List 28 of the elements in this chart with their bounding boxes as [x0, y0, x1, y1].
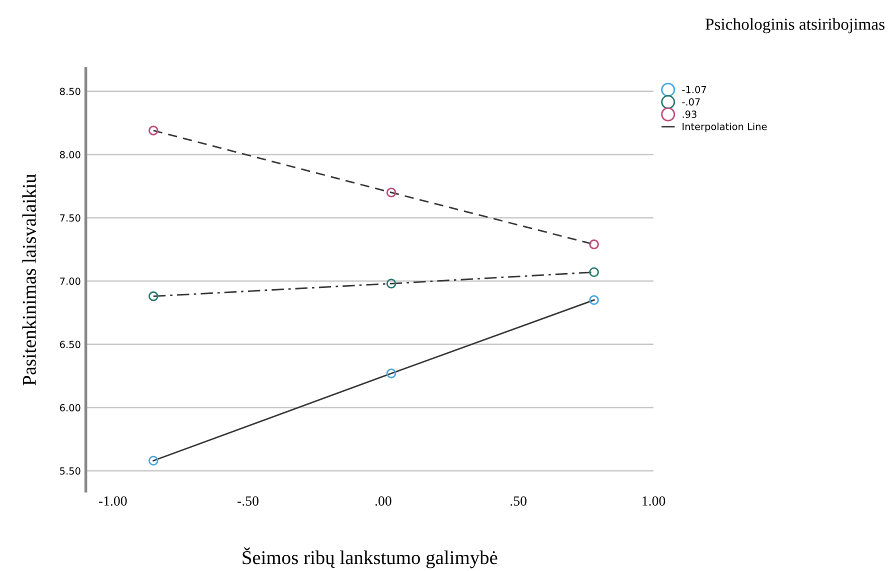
legend-label: -.07	[682, 98, 700, 106]
x-tick-label: -1.00	[98, 496, 127, 506]
legend-label: Interpolation Line	[682, 122, 767, 132]
point	[148, 456, 158, 466]
point	[386, 368, 396, 378]
y-tick-label: 6.00	[60, 404, 80, 412]
x-tick-label: 1.00	[642, 496, 666, 506]
point	[589, 267, 599, 278]
y-tick-label: 8.00	[60, 151, 80, 158]
x-tick-label: .00	[375, 496, 392, 506]
y-tick-label: 5.50	[60, 467, 80, 475]
y-tick-label: 8.50	[60, 88, 80, 96]
legend-title: Psichologinis atsiribojimas	[705, 18, 884, 34]
legend-label: .93	[682, 110, 696, 118]
x-tick-label: .50	[510, 496, 526, 506]
y-tick-label: 7.50	[60, 214, 80, 222]
point	[386, 278, 396, 289]
point	[148, 126, 158, 136]
point	[148, 291, 158, 302]
point	[589, 239, 599, 250]
x-axis-title: Šeimos ribų lankstumo galimybė	[242, 547, 498, 568]
point	[589, 295, 599, 305]
y-tick-label: 7.00	[60, 278, 80, 285]
x-tick-label: -.50	[238, 496, 258, 506]
point	[386, 188, 396, 198]
y-axis-title: Pasitenkinimas laisvalaikiu	[22, 174, 36, 386]
y-tick-label: 6.50	[60, 340, 80, 348]
legend-label: -1.07	[682, 86, 706, 94]
